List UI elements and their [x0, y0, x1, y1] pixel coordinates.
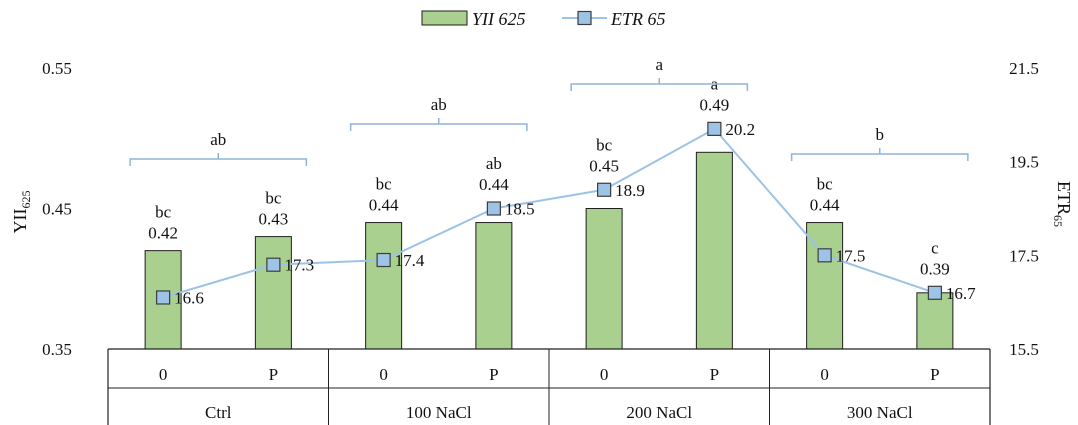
etr-marker [486, 201, 501, 216]
group-significance-letter: ab [210, 130, 226, 149]
etr-marker [927, 285, 942, 300]
group-significance-letter: a [655, 55, 663, 74]
etr-data-label: 18.9 [615, 181, 645, 200]
etr-line [162, 127, 936, 299]
bar [475, 222, 513, 350]
bar-significance-letter: ab [486, 154, 502, 173]
bar-significance-letter: c [931, 238, 939, 257]
bar-data-label: 0.45 [589, 156, 619, 175]
x-subcategory-label: P [489, 365, 498, 384]
bar [585, 208, 623, 350]
x-subcategory-label: 0 [379, 365, 388, 384]
right-tick-label: 19.5 [1009, 153, 1039, 172]
bar-data-label: 0.42 [148, 224, 178, 243]
x-group-label: Ctrl [205, 403, 232, 422]
etr-marker [817, 248, 832, 263]
legend-bar-swatch [421, 10, 468, 26]
etr-data-label: 17.3 [284, 256, 314, 275]
etr-marker [156, 290, 171, 305]
bar-data-label: 0.49 [700, 95, 730, 114]
group-bracket [129, 153, 308, 166]
etr-data-label: 17.4 [395, 251, 425, 270]
x-subcategory-label: P [269, 365, 278, 384]
bar-significance-letter: bc [265, 189, 282, 208]
right-tick-label: 17.5 [1009, 246, 1039, 265]
bar-significance-letter: bc [376, 175, 393, 194]
bar-significance-letter: bc [155, 203, 172, 222]
bar-significance-letter: bc [817, 175, 834, 194]
right-tick-label: 21.5 [1009, 59, 1039, 78]
bar-data-label: 0.44 [479, 175, 509, 194]
etr-data-label: 16.6 [174, 288, 204, 307]
group-bracket [790, 148, 969, 161]
etr-data-label: 18.5 [505, 200, 535, 219]
bar-data-label: 0.39 [920, 259, 950, 278]
right-tick-label: 15.5 [1009, 340, 1039, 359]
etr-marker [707, 121, 722, 136]
x-subcategory-label: 0 [820, 365, 829, 384]
left-tick-label: 0.45 [42, 200, 72, 219]
right-axis-title: ETR65 [1051, 181, 1074, 227]
etr-marker [597, 182, 612, 197]
bar [254, 236, 292, 350]
left-axis-title: YII625 [10, 191, 33, 234]
x-subcategory-label: P [930, 365, 939, 384]
x-subcategory-label: 0 [159, 365, 168, 384]
bar [695, 151, 733, 350]
etr-data-label: 20.2 [725, 120, 755, 139]
etr-marker [266, 257, 281, 272]
group-bracket [570, 78, 749, 91]
x-group-label: 300 NaCl [847, 403, 913, 422]
group-significance-letter: ab [431, 95, 447, 114]
bar-data-label: 0.43 [259, 210, 289, 229]
left-tick-label: 0.55 [42, 59, 72, 78]
legend-line-label: ETR 65 [610, 9, 666, 29]
legend-bar-label: YII 625 [472, 9, 526, 29]
etr-marker [376, 252, 391, 268]
bar-data-label: 0.44 [369, 196, 399, 215]
left-tick-label: 0.35 [42, 340, 72, 359]
x-subcategory-label: P [710, 365, 719, 384]
group-significance-letter: b [876, 125, 885, 144]
x-group-label: 200 NaCl [626, 403, 692, 422]
bar [365, 222, 403, 350]
bar [806, 222, 844, 350]
bar-significance-letter: bc [596, 135, 613, 154]
etr-data-label: 17.5 [836, 246, 866, 265]
legend-marker-swatch [577, 10, 592, 26]
x-group-label: 100 NaCl [406, 403, 472, 422]
bar-data-label: 0.44 [810, 196, 840, 215]
group-bracket [349, 118, 528, 131]
x-subcategory-label: 0 [600, 365, 609, 384]
etr-data-label: 16.7 [946, 284, 976, 303]
